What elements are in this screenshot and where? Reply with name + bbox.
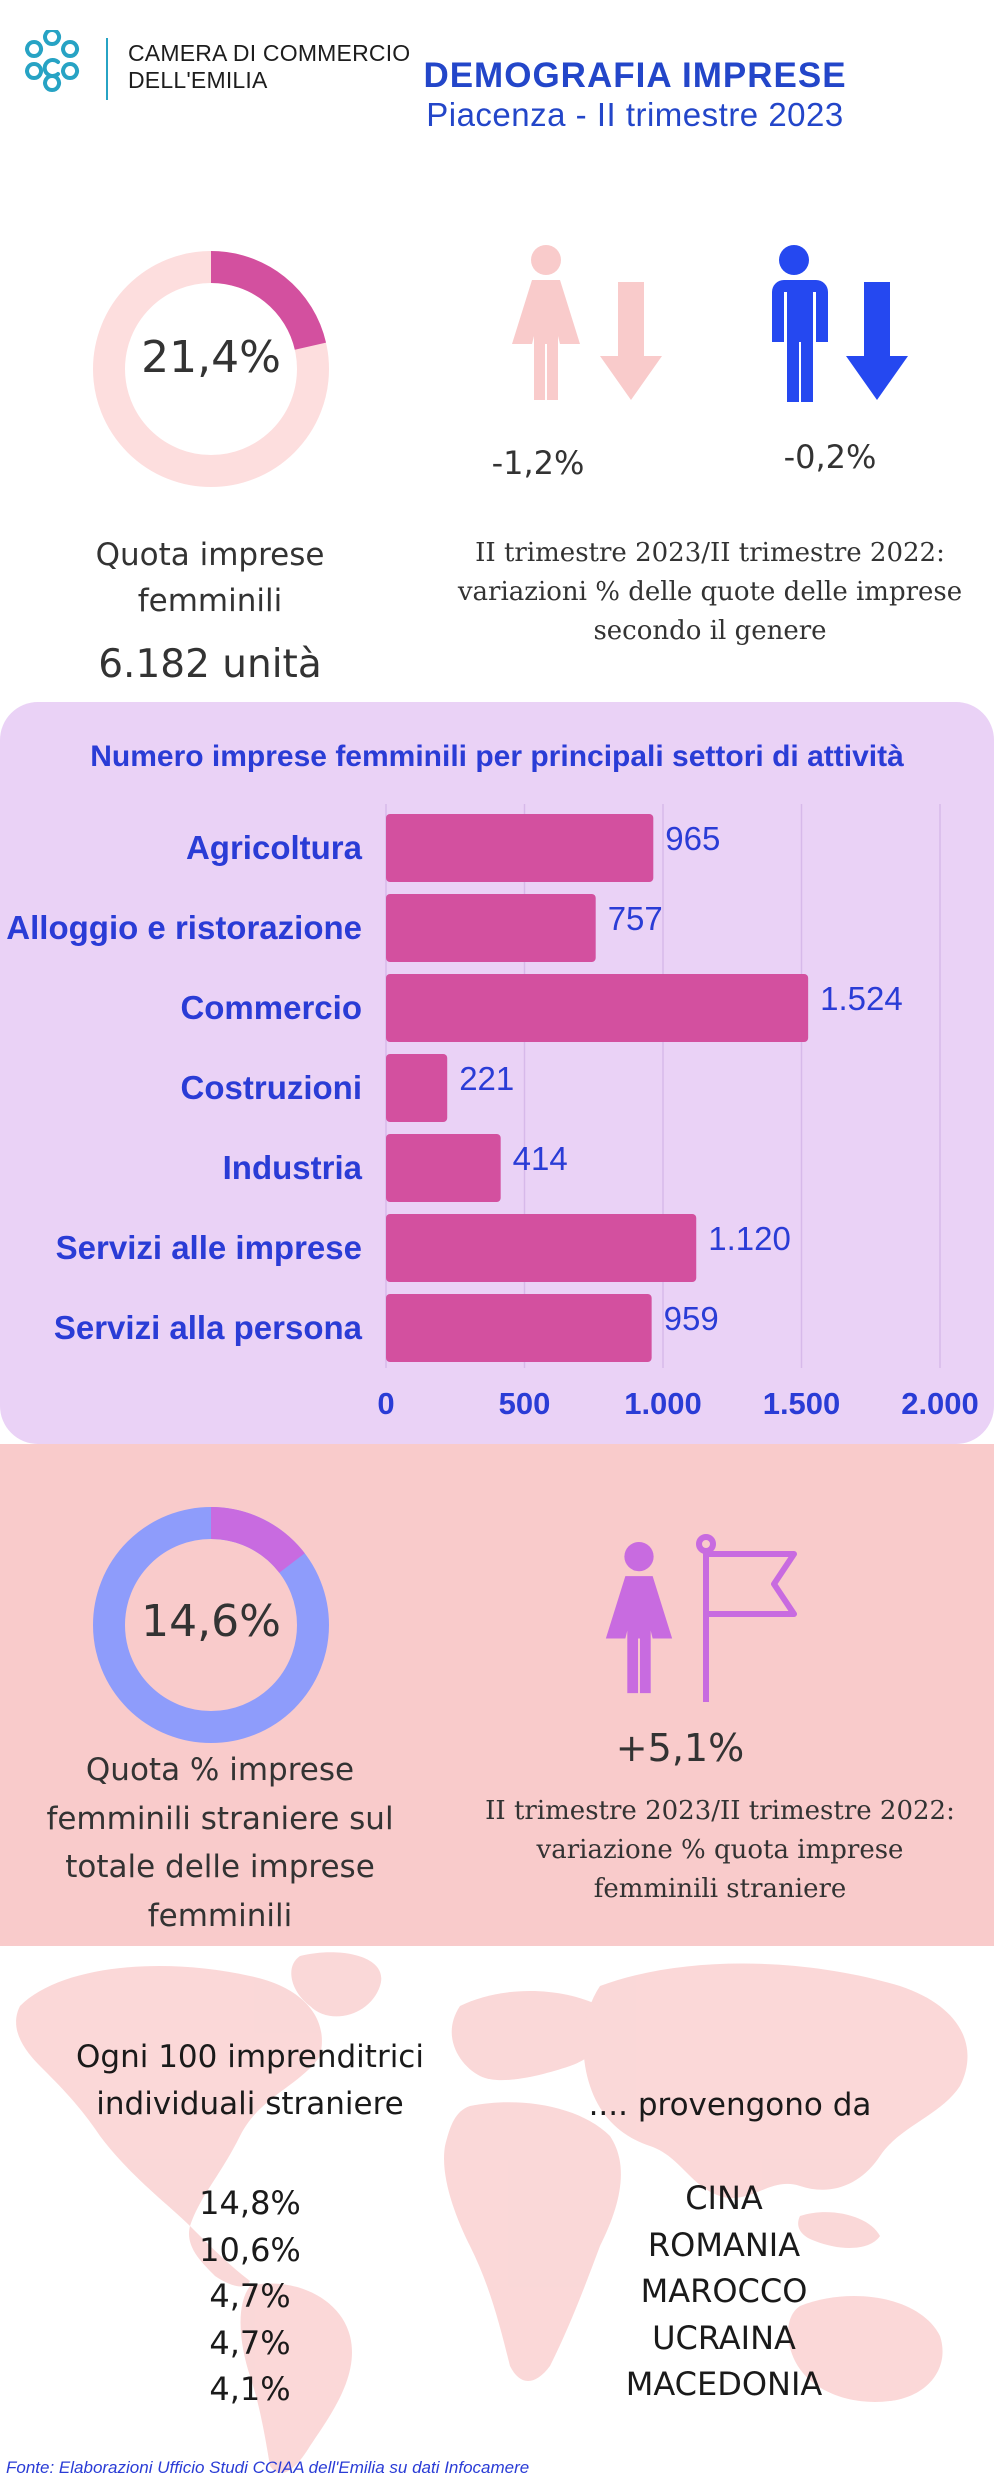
list-item: 4,7% <box>209 2277 291 2315</box>
value-label: 414 <box>513 1140 568 1177</box>
donut-share-arc <box>93 1507 329 1743</box>
bar <box>386 1294 652 1362</box>
female-share-value: 21,4% <box>141 332 281 383</box>
logo-divider <box>106 38 108 100</box>
category-label: Commercio <box>180 989 362 1026</box>
bar <box>386 974 809 1042</box>
foreign-share-donut <box>93 1507 329 1743</box>
bar <box>386 1054 448 1122</box>
list-item: UCRAINA <box>652 2318 796 2357</box>
note-line: II trimestre 2023/II trimestre 2022: <box>475 538 945 568</box>
page-subtitle: Piacenza - II trimestre 2023 <box>426 96 844 133</box>
bar <box>386 814 654 882</box>
caption-line: Quota imprese <box>95 537 325 573</box>
origin-from-label: .... provengono da <box>588 2087 872 2123</box>
foreign-change-note: II trimestre 2023/II trimestre 2022: var… <box>460 1792 980 1909</box>
foreign-share-value: 14,6% <box>141 1596 281 1647</box>
x-tick-label: 1.000 <box>624 1386 702 1421</box>
arrow-down-icon <box>846 282 908 400</box>
foreign-share-caption: Quota % imprese femminili straniere sul … <box>30 1746 410 1940</box>
origin-country-list: CINA ROMANIA MAROCCO UCRAINA MACEDONIA <box>574 2175 874 2408</box>
value-label: 965 <box>665 820 720 857</box>
female-share-caption: Quota imprese femminili <box>40 532 380 624</box>
category-label: Alloggio e ristorazione <box>6 909 362 946</box>
world-map-icon <box>16 1952 968 2474</box>
sector-bar-chart: 0 500 1.000 1.500 2.000 Agricoltura 965 Alloggi… <box>6 804 979 1421</box>
man-icon <box>772 245 828 402</box>
bar <box>386 1214 697 1282</box>
woman-icon <box>512 245 580 400</box>
female-share-donut <box>93 251 329 487</box>
origin-intro: Ogni 100 imprenditrici individuali stran… <box>50 2034 450 2128</box>
page-title: DEMOGRAFIA IMPRESE <box>423 56 847 95</box>
caption-line: femminili <box>137 583 283 619</box>
female-change-value: -1,2% <box>491 444 585 482</box>
org-name-line2: DELL'EMILIA <box>128 67 268 93</box>
category-label: Industria <box>223 1149 363 1186</box>
arrow-down-icon <box>600 282 662 400</box>
list-item: CINA <box>685 2179 763 2217</box>
note-line: variazioni % delle quote delle imprese <box>457 577 963 607</box>
intro-line: Ogni 100 imprenditrici <box>76 2039 424 2075</box>
org-name-line1: CAMERA DI COMMERCIO <box>128 40 411 66</box>
list-item: MAROCCO <box>640 2272 808 2310</box>
x-tick-label: 500 <box>499 1386 551 1421</box>
x-tick-label: 1.500 <box>763 1386 841 1421</box>
bar <box>386 1134 501 1202</box>
note-line: femminili straniere <box>593 1874 847 1904</box>
note-line: secondo il genere <box>593 616 827 646</box>
caption-line: totale delle imprese <box>65 1849 375 1885</box>
list-item: ROMANIA <box>647 2225 801 2264</box>
note-line: variazione % quota imprese <box>536 1835 904 1865</box>
list-item: 4,1% <box>209 2370 291 2408</box>
male-change-value: -0,2% <box>783 438 877 476</box>
list-item: 4,7% <box>209 2323 291 2362</box>
chart-title: Numero imprese femminili per principali … <box>90 740 904 773</box>
category-label: Agricoltura <box>186 829 363 866</box>
source-note: Fonte: Elaborazioni Ufficio Studi CCIAA … <box>6 2458 530 2477</box>
org-name: CAMERA DI COMMERCIO DELL'EMILIA <box>128 40 410 94</box>
caption-line: Quota % imprese <box>85 1752 355 1788</box>
list-item: 14,8% <box>199 2184 301 2222</box>
chamber-logo-icon <box>25 30 80 92</box>
foreign-change-value: +5,1% <box>615 1726 745 1770</box>
caption-line: femminili <box>147 1897 293 1934</box>
origin-percent-list: 14,8% 10,6% 4,7% 4,7% 4,1% <box>150 2180 350 2413</box>
value-label: 1.120 <box>708 1220 791 1257</box>
list-item: MACEDONIA <box>625 2365 823 2403</box>
value-label: 757 <box>608 900 663 937</box>
x-tick-label: 2.000 <box>901 1386 979 1421</box>
gender-change-note: II trimestre 2023/II trimestre 2022: var… <box>440 534 980 651</box>
x-tick-label: 0 <box>377 1386 394 1421</box>
woman-icon <box>605 1541 673 1694</box>
intro-line: individuali straniere <box>96 2086 404 2122</box>
flag-icon <box>696 1534 797 1702</box>
category-label: Servizi alla persona <box>54 1309 363 1346</box>
category-label: Servizi alle imprese <box>56 1229 362 1266</box>
caption-line: femminili straniere sul <box>46 1800 394 1837</box>
donut-share-arc <box>93 251 329 487</box>
value-label: 959 <box>664 1300 719 1337</box>
category-label: Costruzioni <box>181 1069 362 1106</box>
list-item: 10,6% <box>199 2230 301 2269</box>
bar <box>386 894 596 962</box>
value-label: 1.524 <box>820 980 903 1017</box>
value-label: 221 <box>459 1060 514 1097</box>
female-units: 6.182 unità <box>98 642 322 687</box>
note-line: II trimestre 2023/II trimestre 2022: <box>485 1796 955 1826</box>
